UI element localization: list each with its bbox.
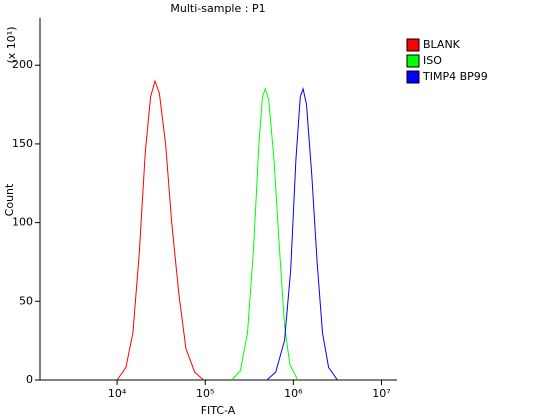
y-tick-label: 0 (26, 373, 33, 386)
y-tick-label: 50 (19, 294, 33, 307)
y-axis-label: Count (3, 183, 16, 216)
histogram-line (231, 87, 299, 381)
legend-swatch (406, 54, 420, 68)
x-axis-label: FITC-A (201, 404, 236, 417)
chart-title: Multi-sample : P1 (170, 2, 265, 15)
legend-label: ISO (423, 54, 442, 67)
y-tick-label: 200 (12, 58, 33, 71)
x-tick-label: 10⁶ (284, 387, 303, 400)
y-tick-label: 150 (12, 137, 33, 150)
x-tick-label: 10⁴ (108, 387, 127, 400)
x-tick-label: 10⁵ (196, 387, 214, 400)
legend-label: BLANK (423, 38, 461, 51)
legend-swatch (406, 38, 420, 52)
x-tick-label: 10⁷ (372, 387, 390, 400)
histogram-line (266, 86, 338, 381)
y-tick-label: 100 (12, 216, 33, 229)
legend-label: TIMP4 BP99 (422, 70, 488, 83)
legend-swatch (406, 70, 420, 84)
histogram-line (116, 79, 204, 381)
y-multiplier: (x 10¹) (5, 27, 18, 64)
